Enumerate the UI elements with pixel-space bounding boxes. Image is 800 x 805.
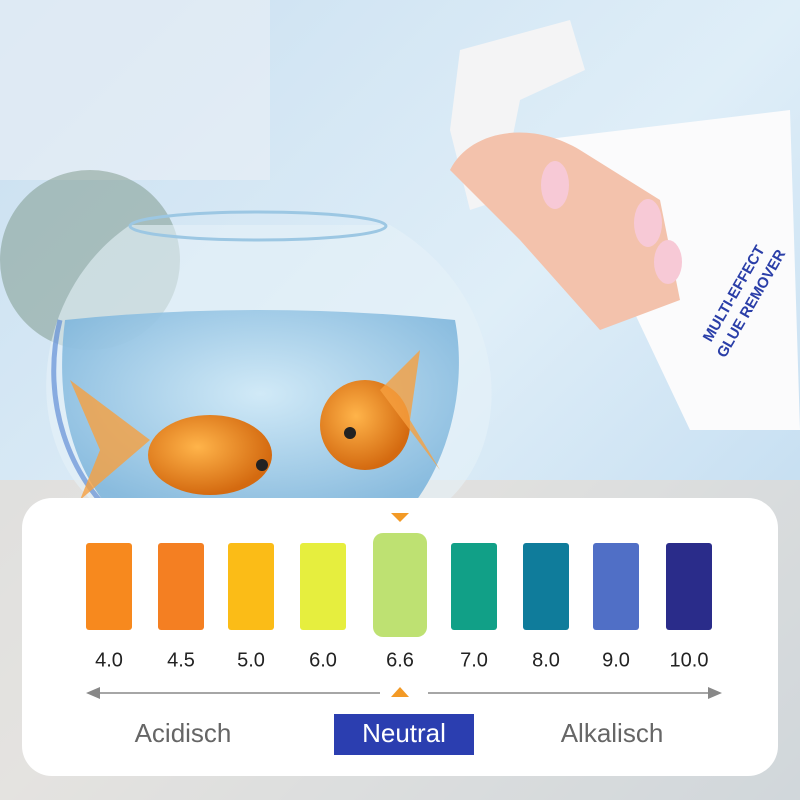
swatch-selected xyxy=(373,533,427,637)
marker-top xyxy=(391,513,409,522)
swatch xyxy=(86,543,132,630)
swatch xyxy=(228,543,274,630)
ph-label: 6.0 xyxy=(309,649,337,671)
ph-label: 10.0 xyxy=(670,649,709,671)
ph-label: 9.0 xyxy=(602,649,630,671)
neutral-box xyxy=(334,714,474,755)
swatch xyxy=(158,543,204,630)
ph-label: 6.6 xyxy=(386,649,414,671)
neutral-label: Neutral xyxy=(362,718,446,748)
ph-label: 4.0 xyxy=(95,649,123,671)
ph-label: 7.0 xyxy=(460,649,488,671)
swatch xyxy=(666,543,712,630)
swatch xyxy=(523,543,569,630)
ph-label: 8.0 xyxy=(532,649,560,671)
swatch xyxy=(593,543,639,630)
arrow-head xyxy=(86,687,100,699)
swatch xyxy=(300,543,346,630)
ph-label: 4.5 xyxy=(167,649,195,671)
acidic-label: Acidisch xyxy=(135,718,232,748)
marker-bottom xyxy=(391,687,409,697)
arrow-head xyxy=(708,687,722,699)
swatches: 4.0 4.5 5.0 6.0 6.6 7.0 8.0 9.0 10.0 xyxy=(86,533,712,671)
ph-label: 5.0 xyxy=(237,649,265,671)
swatch xyxy=(451,543,497,630)
alkaline-label: Alkalisch xyxy=(561,718,664,748)
